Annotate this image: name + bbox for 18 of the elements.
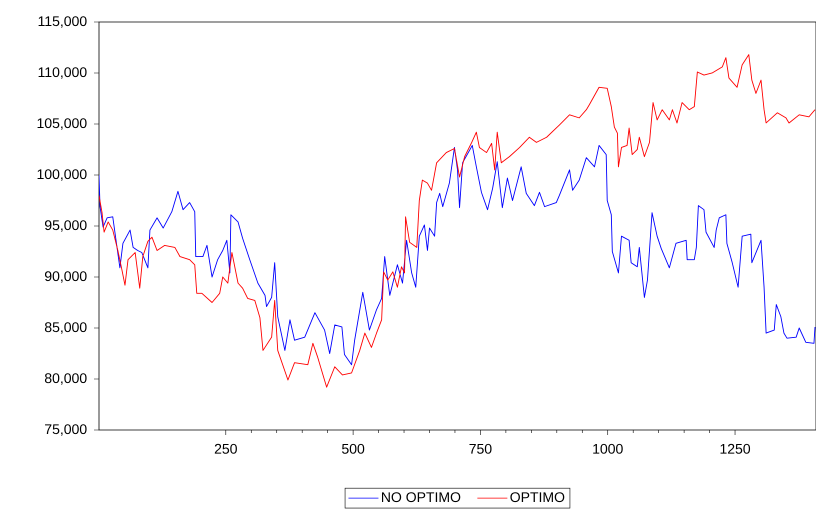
x-tick-label: 250 bbox=[214, 444, 237, 454]
y-tick-label: 90,000 bbox=[44, 271, 87, 283]
y-tick-label: 75,000 bbox=[45, 424, 87, 436]
x-tick-label: 500 bbox=[342, 444, 364, 454]
y-tick-label: 95,000 bbox=[44, 220, 87, 232]
y-tick-label: 100,000 bbox=[38, 169, 87, 181]
y-tick-label: 105,000 bbox=[38, 118, 87, 130]
legend-label: NO OPTIMO bbox=[382, 492, 460, 502]
line-series bbox=[99, 54, 816, 388]
y-tick-label: 110,000 bbox=[38, 67, 87, 79]
x-tick-label: 1000 bbox=[593, 444, 623, 454]
legend-label: OPTIMO bbox=[510, 492, 564, 502]
y-tick-label: 115,000 bbox=[38, 16, 87, 28]
y-tick-label: 80,000 bbox=[44, 373, 87, 385]
x-tick-label: 1250 bbox=[720, 444, 750, 454]
y-tick-label: 85,000 bbox=[44, 322, 87, 334]
line-series bbox=[99, 144, 816, 366]
x-tick-label: 750 bbox=[469, 444, 492, 454]
